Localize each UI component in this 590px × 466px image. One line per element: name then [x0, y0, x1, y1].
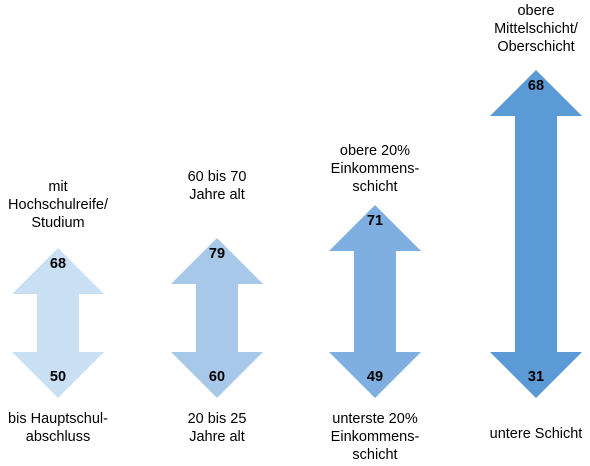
- bottom-label-3: unterste 20% Einkommens- schicht: [330, 411, 420, 463]
- double-arrow-1: [12, 248, 104, 398]
- bottom-value-3: 49: [366, 369, 384, 385]
- bottom-value-1: 50: [49, 369, 67, 385]
- double-arrow-4: [490, 70, 582, 398]
- bottom-label-4: untere Schicht: [489, 426, 583, 442]
- top-label-1: mit Hochschulreife/ Studium: [8, 179, 108, 231]
- top-value-2: 79: [208, 246, 226, 262]
- top-value-1: 68: [49, 256, 67, 272]
- bottom-value-4: 31: [527, 369, 545, 385]
- top-label-4: obere Mittelschicht/ Oberschicht: [494, 3, 578, 55]
- bottom-label-2: 20 bis 25 Jahre alt: [187, 411, 247, 445]
- bottom-label-1: bis Hauptschul- abschluss: [8, 411, 108, 445]
- double-arrow-3: [329, 205, 421, 398]
- bottom-value-2: 60: [208, 369, 226, 385]
- double-arrow-2: [171, 238, 263, 398]
- top-value-3: 71: [366, 213, 384, 229]
- top-label-3: obere 20% Einkommens- schicht: [330, 143, 420, 195]
- top-value-4: 68: [527, 78, 545, 94]
- top-label-2: 60 bis 70 Jahre alt: [187, 169, 247, 203]
